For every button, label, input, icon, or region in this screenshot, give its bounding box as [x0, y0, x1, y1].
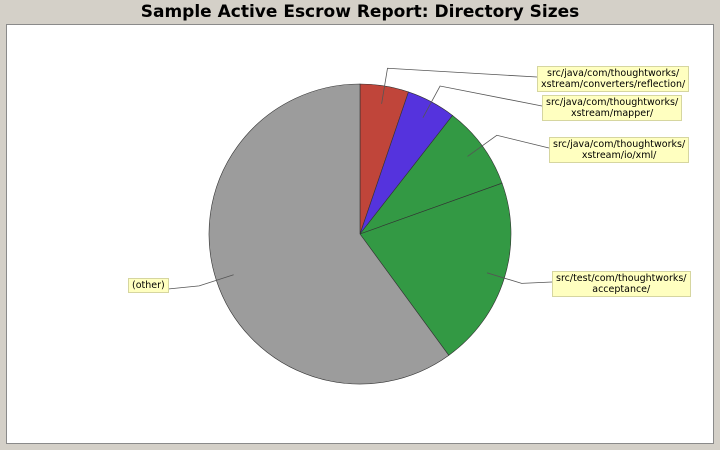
leader-line	[422, 85, 543, 118]
leader-line	[167, 274, 234, 290]
leader-line	[486, 272, 553, 284]
slice-label: (other)	[128, 278, 169, 293]
slice-label: src/java/com/thoughtworks/ xstream/mappe…	[542, 95, 683, 121]
slice-label: src/test/com/thoughtworks/ acceptance/	[552, 271, 691, 297]
slice-label: src/java/com/thoughtworks/ xstream/conve…	[537, 66, 690, 92]
slice-label: src/java/com/thoughtworks/ xstream/io/xm…	[549, 137, 690, 163]
chart-title: Sample Active Escrow Report: Directory S…	[140, 2, 580, 22]
leader-line	[467, 134, 550, 157]
leader-line	[381, 67, 538, 104]
